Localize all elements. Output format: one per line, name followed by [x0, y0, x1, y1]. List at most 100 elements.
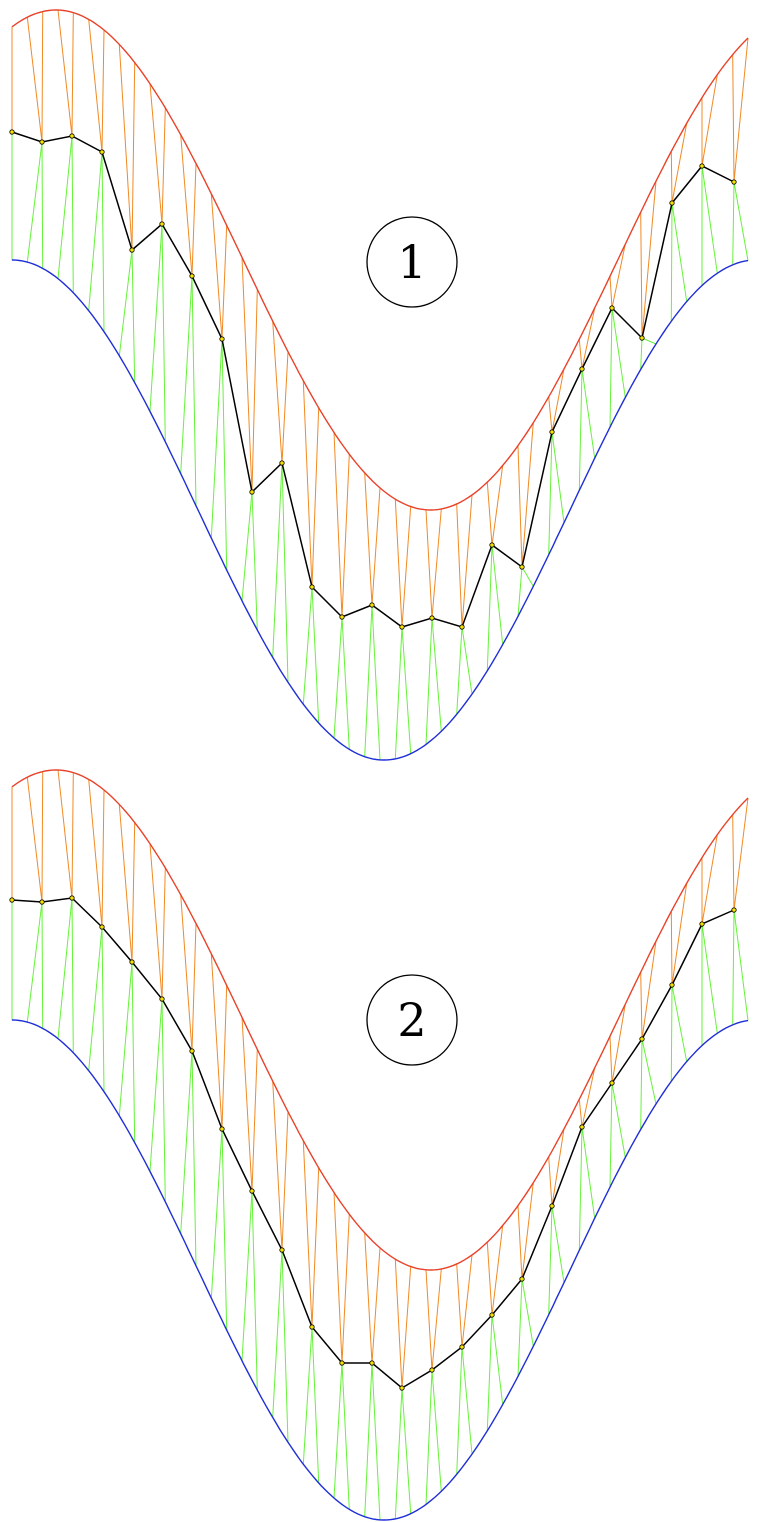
lower-fan-line: [333, 1362, 343, 1499]
upper-fan-line: [101, 29, 105, 153]
vertex-dot: [639, 335, 645, 341]
vertex-dot: [39, 899, 45, 905]
upper-fan-line: [578, 339, 583, 370]
upper-fan-line: [180, 894, 193, 1052]
vertex-dot: [69, 895, 75, 901]
lower-fan-line: [640, 1038, 643, 1130]
upper-fan-line: [456, 503, 463, 628]
lower-fan-line: [461, 626, 473, 695]
upper-fan-line: [521, 1182, 534, 1280]
lower-fan-line: [88, 151, 103, 311]
upper-fan-line: [401, 506, 412, 628]
upper-fan-line: [733, 797, 749, 911]
badge-circle: [366, 216, 458, 308]
lower-fan-line: [394, 626, 403, 759]
upper-fan-line: [431, 508, 442, 619]
lower-fan-line: [371, 604, 381, 760]
upper-fan-line: [394, 499, 403, 628]
upper-fan-line: [281, 351, 289, 464]
lower-fan-line: [333, 616, 343, 739]
vertex-dot: [731, 907, 737, 913]
upper-fan-line: [371, 487, 381, 606]
middle-polyline: [11, 131, 735, 628]
upper-fan-line: [149, 843, 163, 1000]
vertex-dot: [489, 1312, 495, 1318]
upper-fan-line: [425, 1269, 433, 1371]
lower-fan-line: [521, 1278, 534, 1347]
upper-fan-line: [670, 911, 673, 986]
panel-1-badge: 1: [366, 216, 458, 308]
lower-fan-line: [401, 1387, 412, 1514]
upper-fan-line: [341, 454, 350, 618]
vertex-dot: [519, 564, 525, 570]
lower-fan-line: [701, 165, 718, 274]
lower-fan-line: [640, 337, 643, 370]
lower-fan-line: [733, 181, 749, 261]
lower-fan-line: [578, 1126, 583, 1251]
upper-curve: [11, 769, 749, 1271]
vertex-dot: [99, 924, 105, 930]
lower-fan-line: [281, 1249, 289, 1443]
lower-fan-line: [311, 1326, 320, 1483]
upper-fan-line: [241, 257, 253, 493]
upper-fan-line: [401, 1266, 412, 1389]
vertex-dot: [99, 149, 105, 155]
lower-fan-line: [41, 141, 44, 269]
vertex-dot: [129, 959, 135, 965]
vertex-dot: [669, 982, 675, 988]
upper-fan-line: [461, 494, 473, 628]
lower-fan-line: [71, 897, 74, 1053]
upper-fan-line: [118, 44, 133, 251]
lower-fan-line: [548, 431, 553, 555]
lower-fan-line: [191, 1050, 197, 1266]
upper-fan-line: [251, 289, 258, 493]
vertex-dot: [189, 273, 195, 279]
panel-2-label: 2: [397, 993, 426, 1047]
lower-fan-line: [578, 368, 583, 491]
lower-fan-line: [71, 135, 74, 293]
upper-fan-line: [640, 972, 643, 1040]
lower-fan-line: [431, 1369, 442, 1492]
lower-fan-line: [210, 1128, 223, 1299]
vertex-dot: [9, 897, 15, 903]
upper-fan-line: [131, 822, 136, 963]
upper-fan-line: [118, 804, 133, 963]
lower-fan-line: [210, 338, 223, 539]
vertex-dot: [489, 542, 495, 548]
upper-fan-lines: [11, 9, 749, 628]
lower-fan-line: [486, 544, 493, 671]
vertex-dot: [39, 139, 45, 145]
upper-fan-line: [191, 163, 197, 277]
lower-fan-line: [732, 909, 735, 1025]
upper-fan-line: [641, 181, 657, 339]
vertex-dot: [9, 129, 15, 135]
upper-fan-line: [701, 74, 718, 167]
upper-fan-line: [486, 482, 493, 546]
upper-fan-line: [671, 883, 688, 986]
vertex-dot: [429, 1367, 435, 1373]
lower-fan-line: [161, 998, 166, 1202]
lower-fan-line: [609, 307, 613, 428]
lower-fan-line: [88, 926, 103, 1071]
lower-fan-line: [491, 544, 504, 645]
lower-fan-line: [101, 926, 105, 1092]
upper-fan-line: [341, 1214, 350, 1364]
upper-fan-line: [161, 867, 166, 1000]
upper-fan-line: [88, 779, 103, 928]
lower-fan-line: [671, 984, 688, 1062]
lower-fan-line: [486, 1314, 493, 1431]
upper-fan-line: [131, 62, 136, 251]
upper-fan-line: [311, 407, 320, 588]
vertex-dot: [399, 624, 405, 630]
lower-fan-line: [26, 141, 43, 263]
vertex-dot: [579, 366, 585, 372]
panel-2: 2: [9, 769, 749, 1521]
vertex-dot: [279, 460, 285, 466]
lower-fan-line: [732, 181, 735, 265]
vertex-dot: [731, 179, 737, 185]
vertex-dot: [339, 614, 345, 620]
middle-polyline: [11, 897, 735, 1389]
vertex-dot: [549, 1203, 555, 1209]
vertex-dot: [249, 1188, 255, 1194]
vertex-dot: [549, 429, 555, 435]
